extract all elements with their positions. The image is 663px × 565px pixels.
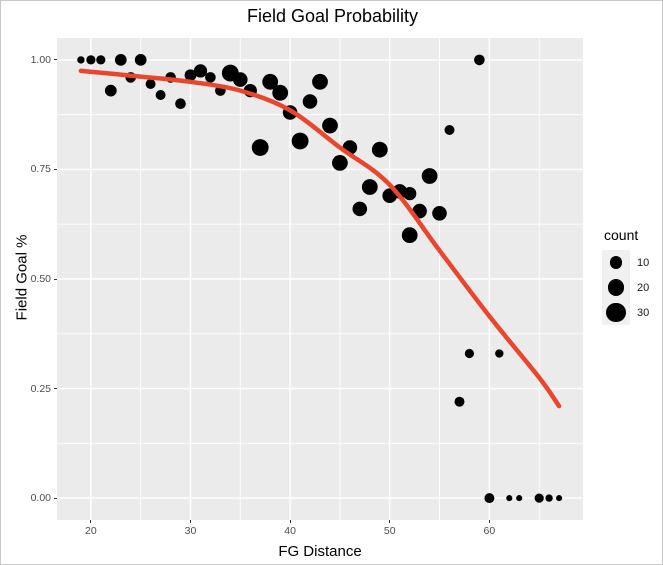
legend-size-dot xyxy=(609,256,623,269)
data-point xyxy=(495,349,504,358)
data-point xyxy=(444,125,455,135)
data-point xyxy=(332,155,348,171)
data-point xyxy=(312,73,328,90)
legend-size-dot xyxy=(606,302,626,323)
plot-panel xyxy=(57,38,583,520)
legend-key-box xyxy=(602,275,630,300)
plot-title: Field Goal Probability xyxy=(246,6,419,26)
y-tick-mark xyxy=(54,388,57,390)
data-point xyxy=(77,56,85,64)
smooth-fit-curve xyxy=(78,68,562,409)
data-point xyxy=(401,227,418,244)
data-point xyxy=(193,64,208,78)
legend-key-box xyxy=(602,300,630,325)
data-point xyxy=(251,139,269,156)
data-point xyxy=(233,72,248,87)
x-tick-label: 60 xyxy=(483,525,496,537)
x-axis-title: FG Distance xyxy=(278,543,362,560)
x-tick-mark xyxy=(289,520,291,523)
data-point xyxy=(175,98,186,109)
data-point xyxy=(371,141,388,158)
data-point xyxy=(454,396,465,407)
data-point xyxy=(556,495,563,502)
data-point xyxy=(322,117,338,134)
data-point xyxy=(432,206,447,221)
legend-label: 30 xyxy=(637,306,650,319)
x-tick-mark xyxy=(189,520,191,523)
data-point xyxy=(506,495,513,502)
y-tick-mark xyxy=(54,278,57,280)
legend-label: 10 xyxy=(637,256,650,269)
data-point xyxy=(86,55,96,65)
data-point xyxy=(262,73,279,90)
data-point xyxy=(134,54,147,66)
data-point xyxy=(291,132,309,150)
data-point xyxy=(484,493,495,504)
data-point xyxy=(545,494,553,502)
data-point xyxy=(104,84,117,97)
data-point xyxy=(96,55,106,65)
data-point xyxy=(205,72,216,83)
data-point xyxy=(352,201,368,217)
data-point xyxy=(114,54,127,66)
data-point xyxy=(403,186,417,201)
y-tick-label: 1.00 xyxy=(30,53,51,66)
x-tick-label: 30 xyxy=(184,525,197,537)
data-point xyxy=(421,168,438,184)
y-tick-label: 0.00 xyxy=(30,492,51,505)
legend-key-box xyxy=(602,250,630,275)
y-tick-label: 0.25 xyxy=(30,382,51,395)
y-tick-mark xyxy=(54,59,57,61)
x-tick-label: 20 xyxy=(85,525,97,537)
x-tick-mark xyxy=(488,520,490,523)
x-tick-mark xyxy=(90,520,92,523)
data-point xyxy=(361,179,378,195)
x-tick-label: 50 xyxy=(383,525,396,537)
data-point xyxy=(464,348,474,359)
y-tick-mark xyxy=(54,497,57,499)
data-point xyxy=(516,495,523,502)
x-tick-mark xyxy=(389,520,391,523)
data-point xyxy=(184,69,197,82)
legend-label: 20 xyxy=(637,281,650,294)
y-tick-label: 0.75 xyxy=(30,163,51,176)
data-point xyxy=(155,90,166,100)
data-point xyxy=(272,84,289,101)
size-legend: count 10 20 30 xyxy=(602,227,649,325)
legend-entry: 20 xyxy=(602,275,649,300)
data-point xyxy=(474,54,485,66)
data-point xyxy=(302,94,318,109)
legend-title: count xyxy=(604,227,639,243)
data-point xyxy=(534,493,544,503)
legend-entry: 30 xyxy=(602,300,649,325)
legend-size-dot xyxy=(607,279,625,296)
y-tick-mark xyxy=(54,168,57,170)
y-tick-label: 0.50 xyxy=(30,273,51,285)
y-axis-title: Field Goal % xyxy=(13,234,31,321)
x-tick-label: 40 xyxy=(284,525,296,537)
chart-canvas xyxy=(57,38,583,520)
legend-entries: 10 20 30 xyxy=(602,250,649,325)
legend-entry: 10 xyxy=(602,250,649,275)
data-point xyxy=(145,79,156,89)
